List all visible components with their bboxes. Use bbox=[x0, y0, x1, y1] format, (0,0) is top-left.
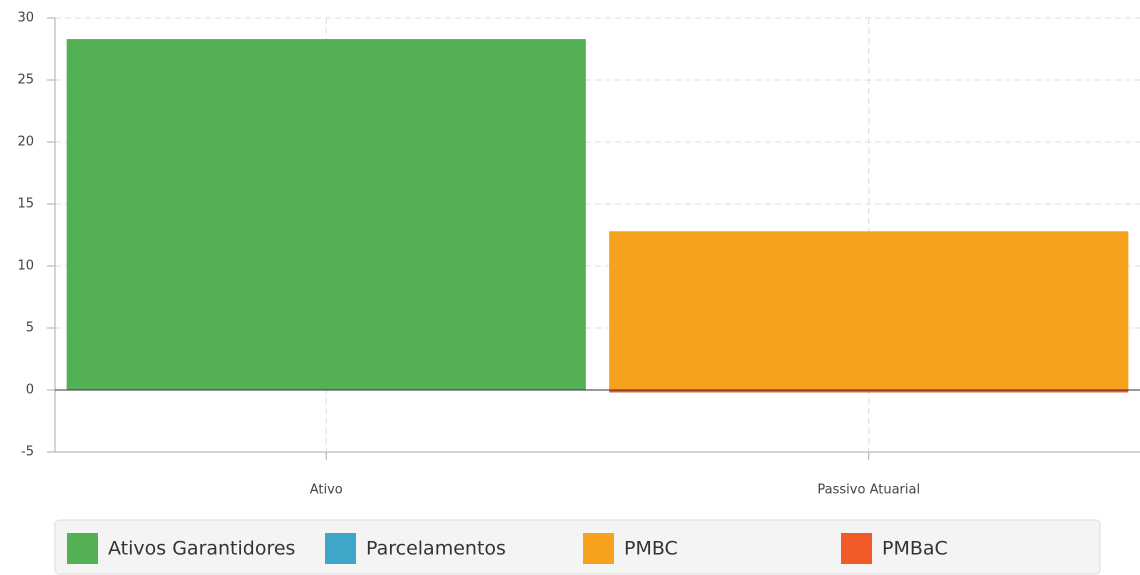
bar bbox=[609, 390, 1129, 393]
legend-swatch bbox=[841, 533, 872, 564]
legend-label: Ativos Garantidores bbox=[108, 538, 295, 560]
x-tick-label: Passivo Atuarial bbox=[817, 483, 920, 498]
y-tick-label: 25 bbox=[17, 73, 34, 88]
legend-box bbox=[54, 519, 1101, 575]
legend-label: PMBC bbox=[624, 538, 678, 560]
y-tick-label: 0 bbox=[26, 383, 34, 398]
bar bbox=[609, 231, 1129, 390]
legend-swatch bbox=[325, 533, 356, 564]
y-tick-label: 10 bbox=[17, 259, 34, 274]
y-tick-label: 20 bbox=[17, 135, 34, 150]
legend: Ativos Garantidores Parcelamentos PMBC PMBa… bbox=[67, 533, 948, 564]
y-tick-label: 30 bbox=[17, 11, 34, 26]
legend-label: PMBaC bbox=[882, 538, 948, 560]
legend-label: Parcelamentos bbox=[366, 538, 506, 560]
y-tick-label: 15 bbox=[17, 197, 34, 212]
legend-swatch bbox=[67, 533, 98, 564]
x-tick-label: Ativo bbox=[310, 483, 343, 498]
bar bbox=[66, 39, 586, 391]
legend-swatch bbox=[583, 533, 614, 564]
y-tick-label: -5 bbox=[21, 445, 34, 460]
y-tick-label: 5 bbox=[26, 321, 34, 336]
